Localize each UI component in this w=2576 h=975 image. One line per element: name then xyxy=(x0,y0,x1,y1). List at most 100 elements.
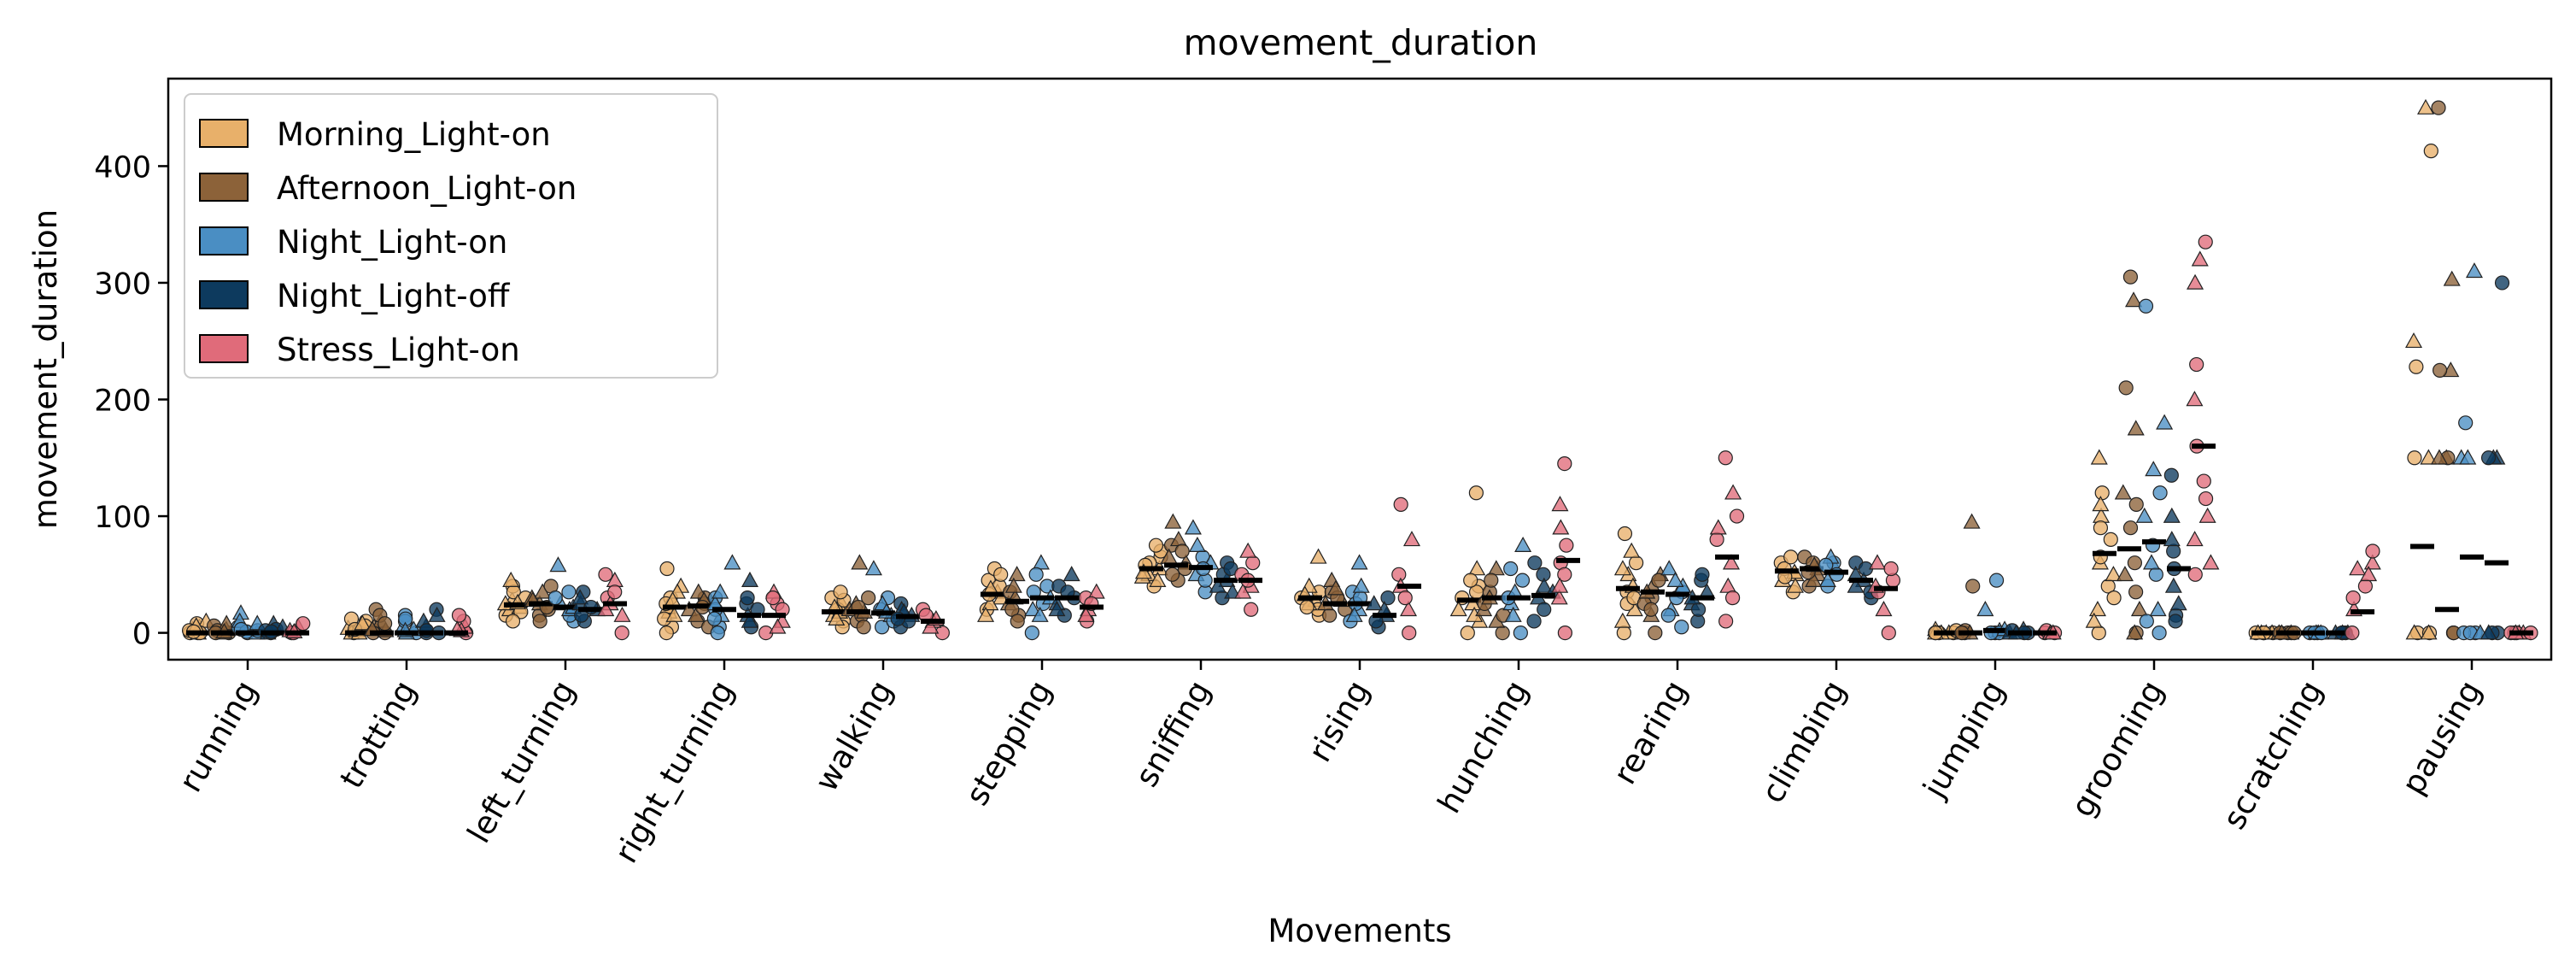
point-sniffing-s1-4 xyxy=(1164,567,1180,582)
point-hunching-s3-0 xyxy=(1526,614,1542,629)
point-grooming-s0-10 xyxy=(2106,590,2122,606)
point-rising-s0-7 xyxy=(1309,548,1327,564)
point-sniffing-s4-5 xyxy=(1234,583,1252,599)
point-pausing-s1-5 xyxy=(2443,270,2461,286)
point-scratching-s4-4 xyxy=(2365,543,2380,559)
point-hunching-s2-0 xyxy=(1513,625,1528,641)
point-grooming-s2-10 xyxy=(2139,614,2154,629)
point-grooming-s2-5 xyxy=(2156,414,2174,430)
point-left_turning-s4-0 xyxy=(614,625,629,641)
point-right_turning-s3-3 xyxy=(741,571,759,587)
point-right_turning-s2-7 xyxy=(711,583,729,599)
point-grooming-s2-0 xyxy=(2152,625,2167,641)
point-grooming-s4-5 xyxy=(2187,273,2204,290)
point-sniffing-s2-7 xyxy=(1188,536,1206,552)
point-climbing-s3-5 xyxy=(1847,577,1865,593)
point-rising-s0-8 xyxy=(1299,599,1314,615)
point-jumping-s1-2 xyxy=(1965,579,1981,594)
point-right_turning-s2-3 xyxy=(723,554,741,570)
point-hunching-s4-8 xyxy=(1559,537,1574,553)
point-pausing-s2-3 xyxy=(2465,262,2483,279)
point-scratching-s4-6 xyxy=(2345,590,2361,606)
point-pausing-s0-1 xyxy=(2416,98,2435,115)
point-rearing-s4-7 xyxy=(1709,519,1727,535)
point-left_turning-s4-4 xyxy=(598,567,613,582)
point-rising-s4-6 xyxy=(1397,590,1413,606)
point-stepping-s3-5 xyxy=(1048,601,1066,617)
x-tick-label-grooming: grooming xyxy=(2064,674,2170,823)
point-walking-s0-10 xyxy=(833,584,848,600)
point-hunching-s0-3 xyxy=(1468,560,1486,576)
point-trotting-s4-4 xyxy=(451,608,467,623)
point-stepping-s1-7 xyxy=(1004,577,1022,593)
point-trotting-s3-5 xyxy=(428,606,446,622)
point-rearing-s4-3 xyxy=(1724,484,1742,500)
y-tick-label-1: 100 xyxy=(94,501,151,535)
point-grooming-s1-1 xyxy=(2130,601,2148,617)
point-hunching-s3-3 xyxy=(1535,577,1553,593)
point-pausing-s2-5 xyxy=(2459,449,2477,465)
point-hunching-s4-0 xyxy=(1557,625,1572,641)
point-sniffing-s0-10 xyxy=(1148,537,1164,553)
point-rearing-s2-7 xyxy=(1666,571,1684,587)
point-hunching-s2-6 xyxy=(1503,561,1519,577)
point-jumping-s2-1 xyxy=(1976,601,1994,617)
y-tick-label-2: 200 xyxy=(94,385,151,419)
point-left_turning-s4-6 xyxy=(607,584,623,600)
point-grooming-s1-11 xyxy=(2126,624,2144,640)
point-stepping-s0-7 xyxy=(977,606,995,622)
point-stepping-s2-3 xyxy=(1032,554,1050,570)
point-grooming-s2-3 xyxy=(2135,507,2153,523)
point-right_turning-s0-10 xyxy=(659,625,674,641)
point-grooming-s1-7 xyxy=(2127,420,2145,436)
point-hunching-s3-4 xyxy=(1537,602,1552,617)
point-climbing-s4-6 xyxy=(1883,561,1899,577)
point-sniffing-s2-3 xyxy=(1184,519,1202,535)
point-left_turning-s1-6 xyxy=(532,614,547,629)
point-left_turning-s1-5 xyxy=(534,583,552,599)
point-hunching-s1-0 xyxy=(1495,625,1510,641)
point-grooming-s2-7 xyxy=(2145,461,2163,477)
point-right_turning-s3-6 xyxy=(740,590,755,606)
point-grooming-s1-6 xyxy=(2122,269,2139,285)
legend: Morning_Light-on Afternoon_Light-on Night_… xyxy=(184,93,718,379)
point-grooming-s0-4 xyxy=(2103,532,2118,547)
point-hunching-s4-4 xyxy=(1557,456,1572,472)
legend-label-0: Morning_Light-on xyxy=(277,116,551,153)
point-pausing-s1-7 xyxy=(2430,449,2448,465)
point-grooming-s4-10 xyxy=(2198,490,2214,507)
legend-box xyxy=(184,93,718,379)
point-climbing-s4-3 xyxy=(1869,554,1887,570)
point-left_turning-s0-10 xyxy=(505,614,521,629)
point-trotting-s1-8 xyxy=(378,616,393,631)
point-rearing-s4-4 xyxy=(1718,450,1733,466)
point-left_turning-s4-7 xyxy=(597,601,615,617)
point-grooming-s1-3 xyxy=(2114,484,2132,500)
point-sniffing-s1-3 xyxy=(1164,513,1182,529)
point-grooming-s1-4 xyxy=(2118,380,2134,396)
point-jumping-s2-2 xyxy=(1988,573,2005,588)
legend-swatch-3 xyxy=(199,280,249,309)
point-right_turning-s0-4 xyxy=(659,561,675,577)
point-rearing-s0-0 xyxy=(1616,625,1631,641)
point-climbing-s4-1 xyxy=(1875,601,1893,617)
point-left_turning-s2-2 xyxy=(547,590,563,606)
point-pausing-s0-3 xyxy=(2405,332,2423,349)
point-rearing-s1-0 xyxy=(1648,625,1663,641)
point-grooming-s0-6 xyxy=(2094,485,2110,501)
point-pausing-s0-2 xyxy=(2423,144,2438,159)
point-grooming-s1-2 xyxy=(2127,555,2143,571)
point-pausing-s3-6 xyxy=(2480,450,2497,466)
point-left_turning-s2-6 xyxy=(561,584,577,600)
point-grooming-s3-3 xyxy=(2163,507,2181,523)
point-grooming-s0-7 xyxy=(2090,449,2108,465)
x-tick-label-rearing: rearing xyxy=(1606,674,1694,790)
point-pausing-s0-6 xyxy=(2407,450,2422,466)
point-walking-s1-3 xyxy=(851,554,869,570)
point-grooming-s0-11 xyxy=(2085,612,2103,628)
y-axis: 0 100 200 300 400 xyxy=(94,150,168,652)
x-tick-label-right_turning: right_turning xyxy=(607,674,741,869)
point-right_turning-s0-11 xyxy=(665,606,683,622)
legend-swatch-1 xyxy=(199,173,249,202)
point-grooming-s0-9 xyxy=(2105,566,2122,582)
